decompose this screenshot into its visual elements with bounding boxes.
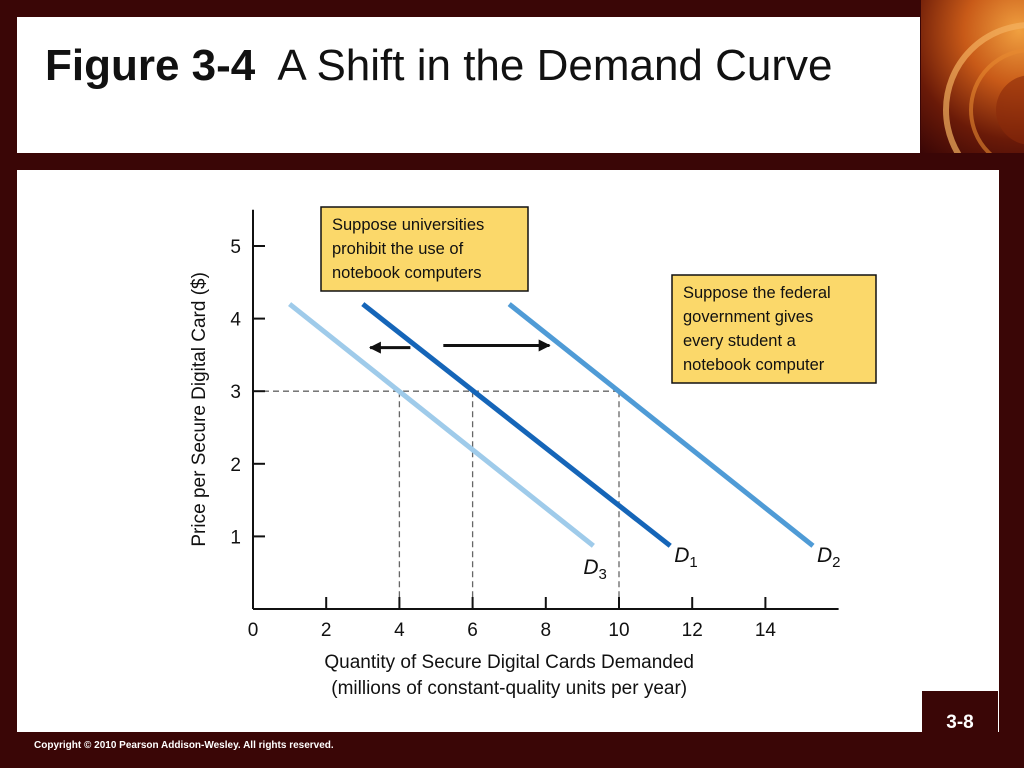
demand-curve-d3 [288, 302, 595, 548]
slide-title: Figure 3-4 A Shift in the Demand Curve [45, 39, 905, 93]
x-tick-label: 0 [248, 620, 259, 641]
x-tick-label: 4 [394, 620, 405, 641]
callout-line: every student a [683, 332, 797, 350]
y-tick-label: 2 [230, 455, 241, 476]
y-tick-label: 1 [230, 527, 241, 548]
figure-label: Figure 3-4 [45, 41, 256, 90]
y-tick-label: 5 [230, 237, 241, 258]
copyright-footer: Copyright © 2010 Pearson Addison-Wesley.… [34, 740, 334, 751]
x-tick-label: 10 [608, 620, 629, 641]
curve-label-d2: D2 [817, 544, 841, 571]
callout-line: notebook computer [683, 356, 825, 374]
x-tick-label: 12 [682, 620, 703, 641]
callout-line: government gives [683, 308, 813, 326]
decorative-corner-image [921, 0, 1024, 153]
title-box: Figure 3-4 A Shift in the Demand Curve [17, 17, 920, 153]
x-tick-label: 2 [321, 620, 332, 641]
x-axis-title: Quantity of Secure Digital Cards Demande… [324, 652, 694, 673]
callout-line: Suppose the federal [683, 284, 831, 302]
x-tick-label: 8 [541, 620, 552, 641]
curve-label-d1: D1 [674, 544, 698, 571]
demand-curve-d2 [507, 302, 815, 548]
x-tick-label: 6 [467, 620, 478, 641]
figure-title: A Shift in the Demand Curve [277, 41, 833, 90]
callout-box-universities [320, 206, 529, 292]
demand-curve-d1 [361, 302, 672, 548]
x-axis-subtitle: (millions of constant-quality units per … [331, 678, 687, 699]
callout-line: Suppose universities [332, 216, 484, 234]
callout-box-federal [671, 274, 877, 384]
y-tick-label: 4 [230, 310, 241, 331]
slide-number: 3-8 [922, 691, 998, 755]
curve-label-d3: D3 [583, 556, 607, 583]
callout-line: prohibit the use of [332, 240, 464, 258]
content-area: 0 2 4 6 8 10 12 14 1 2 3 4 5 Quantity of Secure Digit… [17, 170, 999, 732]
y-tick-label: 3 [230, 382, 241, 403]
x-tick-label: 14 [755, 620, 777, 641]
callout-line: notebook computers [332, 264, 482, 282]
y-axis-title: Price per Secure Digital Card ($) [189, 272, 210, 547]
